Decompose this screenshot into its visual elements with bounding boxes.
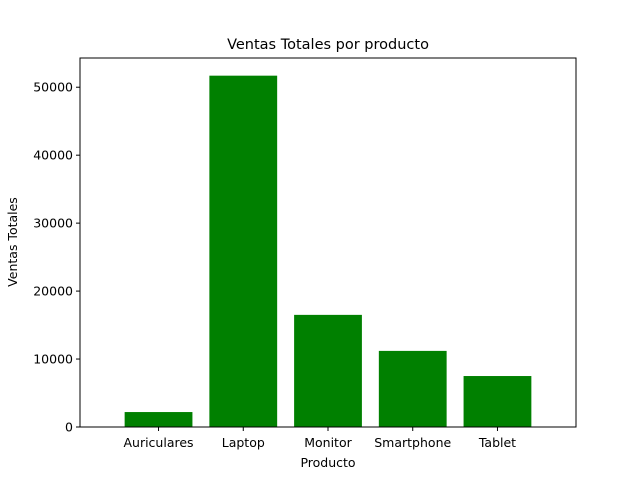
bar-laptop	[209, 75, 278, 428]
x-tick-label: Auriculares	[123, 435, 193, 450]
y-tick-label: 30000	[33, 216, 73, 231]
chart-title: Ventas Totales por producto	[227, 37, 429, 53]
x-tick-label: Smartphone	[374, 435, 451, 450]
bar-tablet	[463, 376, 532, 427]
x-tick-label: Tablet	[478, 435, 516, 450]
x-axis: Auriculares Laptop Monitor Smartphone Tablet	[123, 427, 516, 450]
x-tick-label: Laptop	[222, 435, 265, 450]
x-axis-label: Producto	[300, 455, 355, 470]
y-tick-label: 10000	[33, 352, 73, 367]
y-tick-label: 50000	[33, 80, 73, 95]
bars-layer	[124, 75, 532, 428]
y-tick-label: 0	[65, 420, 73, 435]
y-tick-label: 40000	[33, 148, 73, 163]
bar-monitor	[294, 314, 362, 427]
bar-smartphone	[378, 350, 447, 427]
y-axis: 0 10000 20000 30000 40000 50000	[33, 80, 80, 435]
y-tick-label: 20000	[33, 284, 73, 299]
y-axis-label: Ventas Totales	[5, 197, 20, 287]
x-tick-label: Monitor	[304, 435, 352, 450]
bar-auriculares	[124, 412, 193, 427]
